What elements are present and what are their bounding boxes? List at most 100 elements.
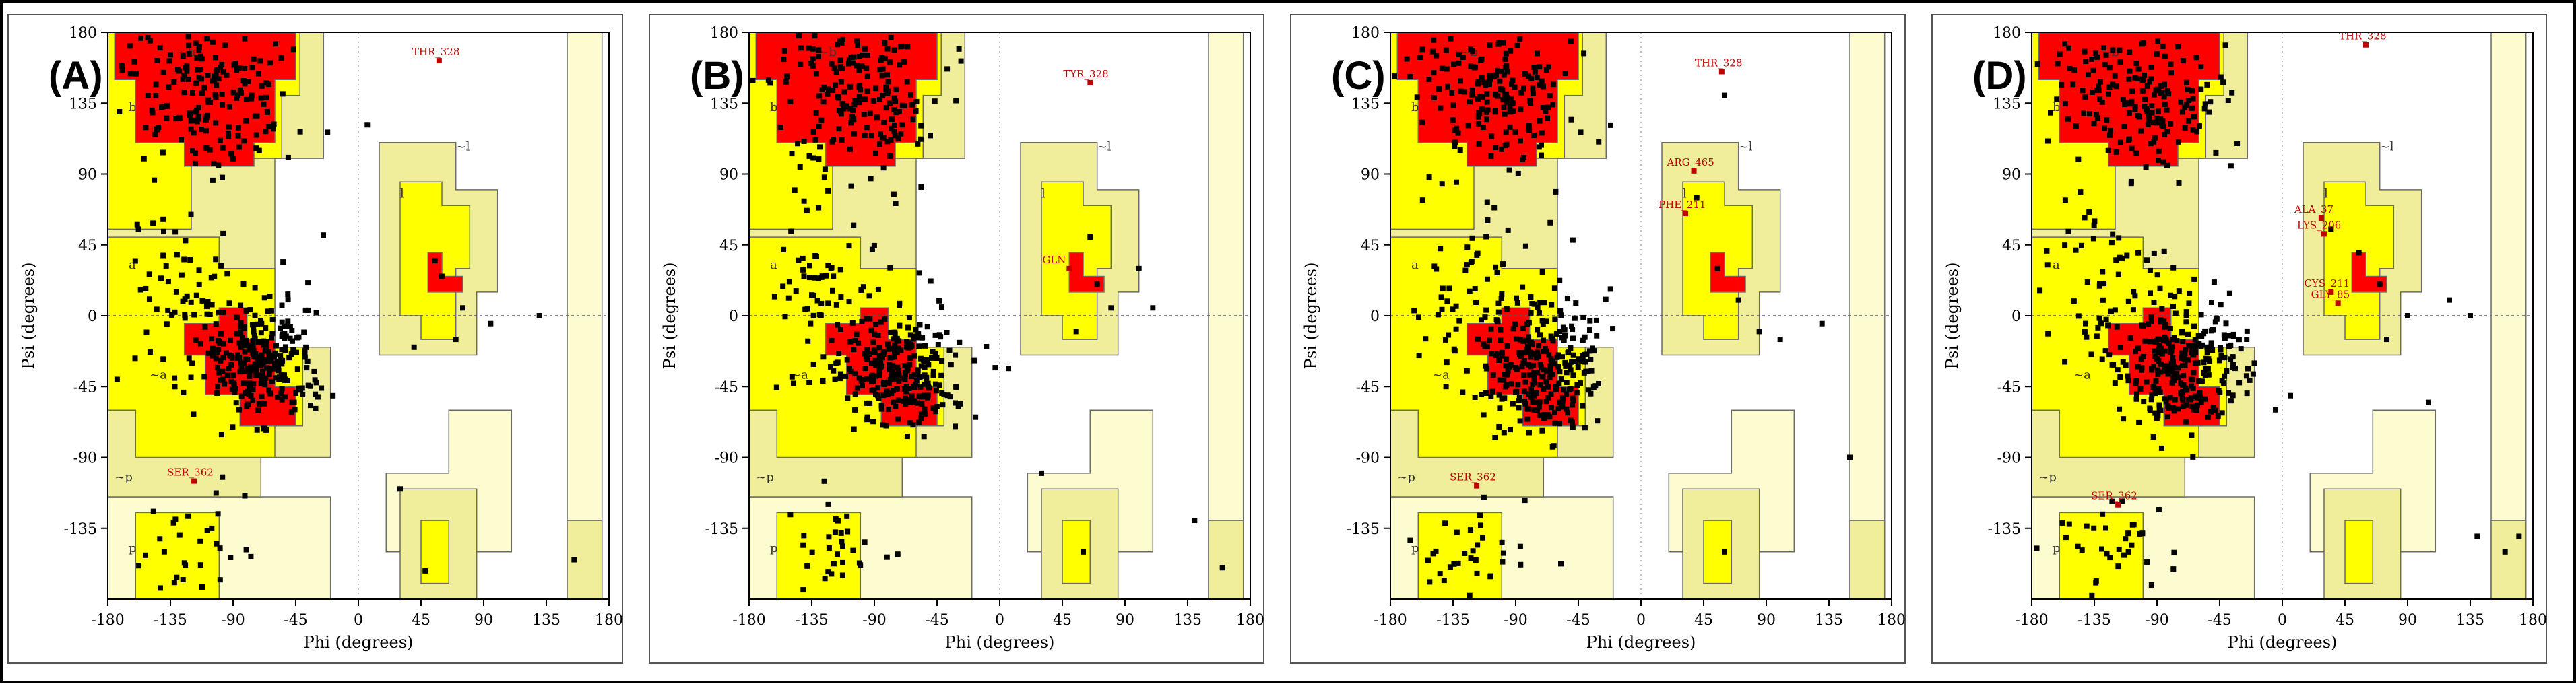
residue-point xyxy=(2161,248,2167,254)
residue-point xyxy=(1404,56,1410,62)
residue-point xyxy=(1537,412,1543,418)
residue-point xyxy=(1501,377,1507,383)
residue-point xyxy=(208,275,214,281)
residue-point xyxy=(2154,272,2160,278)
residue-point xyxy=(2149,392,2155,398)
residue-point xyxy=(852,98,858,104)
x-tick-label: 90 xyxy=(1757,612,1776,629)
residue-point xyxy=(893,201,899,206)
residue-point xyxy=(271,353,277,359)
residue-point xyxy=(2156,346,2162,352)
residue-point xyxy=(288,409,294,415)
residue-point xyxy=(2094,333,2100,339)
residue-point xyxy=(2156,386,2162,392)
residue-point xyxy=(241,343,247,349)
residue-point xyxy=(262,382,268,388)
residue-point xyxy=(2133,61,2139,66)
residue-point xyxy=(215,384,220,390)
residue-point xyxy=(213,120,219,126)
residue-point xyxy=(2170,337,2176,343)
region-label: p xyxy=(770,541,778,555)
residue-point xyxy=(235,133,241,139)
labelled-residue-point xyxy=(191,478,197,484)
outlier-point xyxy=(453,337,459,343)
residue-point xyxy=(218,263,224,269)
residue-point xyxy=(818,117,825,123)
residue-point xyxy=(2172,294,2178,300)
residue-point xyxy=(1539,152,1544,158)
residue-point xyxy=(1552,316,1558,322)
residue-point xyxy=(266,387,271,393)
x-axis-label: Phi (degrees) xyxy=(2228,633,2338,652)
residue-point xyxy=(2100,45,2106,51)
residue-point xyxy=(182,312,188,318)
residue-point xyxy=(883,84,889,90)
residue-point xyxy=(930,405,936,411)
residue-point xyxy=(821,174,827,180)
residue-point xyxy=(1540,83,1546,90)
residue-point xyxy=(204,311,210,317)
residue-point xyxy=(2062,359,2068,365)
residue-point xyxy=(2189,403,2195,409)
residue-point xyxy=(1451,61,1457,67)
residue-point xyxy=(850,547,856,553)
residue-point xyxy=(1464,262,1470,268)
residue-point xyxy=(1531,133,1537,138)
residue-point xyxy=(2182,125,2188,131)
residue-point xyxy=(180,76,186,82)
residue-point xyxy=(2099,356,2105,362)
residue-point xyxy=(891,191,897,197)
residue-point xyxy=(213,256,219,263)
residue-point xyxy=(2226,333,2232,339)
residue-point xyxy=(1578,129,1584,135)
residue-point xyxy=(2073,123,2079,129)
residue-point xyxy=(285,291,291,298)
panel-title: (D) xyxy=(1972,54,2027,98)
residue-point xyxy=(1528,339,1534,345)
outlier-point xyxy=(1081,549,1086,555)
labelled-residue-point xyxy=(1087,79,1093,85)
residue-point xyxy=(180,298,186,304)
residue-point xyxy=(1456,60,1462,66)
residue-point xyxy=(1545,104,1551,110)
y-tick-label: -45 xyxy=(715,379,738,396)
residue-point xyxy=(816,275,821,281)
residue-point xyxy=(2132,75,2138,81)
y-tick-label: 0 xyxy=(2011,308,2021,325)
residue-point xyxy=(1419,119,1425,125)
residue-point xyxy=(870,339,876,345)
residue-point xyxy=(2071,298,2077,304)
residue-point xyxy=(939,358,945,364)
residue-point xyxy=(889,345,895,351)
residue-point xyxy=(901,386,907,392)
y-tick-label: 180 xyxy=(1993,25,2021,42)
residue-point xyxy=(238,329,244,335)
residue-point xyxy=(2191,323,2197,329)
residue-point xyxy=(938,372,944,378)
residue-point xyxy=(2104,117,2110,123)
residue-point xyxy=(2162,131,2168,137)
residue-point xyxy=(814,298,820,304)
panel-title: (B) xyxy=(690,54,744,98)
residue-point xyxy=(870,419,876,425)
residue-point xyxy=(846,299,852,305)
residue-point xyxy=(856,340,862,346)
residue-point xyxy=(2198,312,2204,318)
residue-point xyxy=(855,42,860,48)
residue-point xyxy=(2126,136,2132,142)
residue-point xyxy=(1489,388,1495,395)
residue-point xyxy=(1543,108,1549,114)
residue-point xyxy=(1528,354,1534,360)
residue-point xyxy=(1528,75,1534,81)
residue-point xyxy=(1518,106,1524,112)
residue-point xyxy=(881,379,887,385)
residue-point xyxy=(2183,312,2189,318)
residue-point xyxy=(2226,343,2232,349)
residue-point xyxy=(940,402,946,408)
residue-point xyxy=(2228,163,2234,169)
residue-point xyxy=(2087,111,2093,117)
residue-point xyxy=(1521,85,1526,92)
residue-point xyxy=(2197,395,2203,401)
residue-point xyxy=(188,211,194,217)
residue-point xyxy=(2185,357,2191,363)
